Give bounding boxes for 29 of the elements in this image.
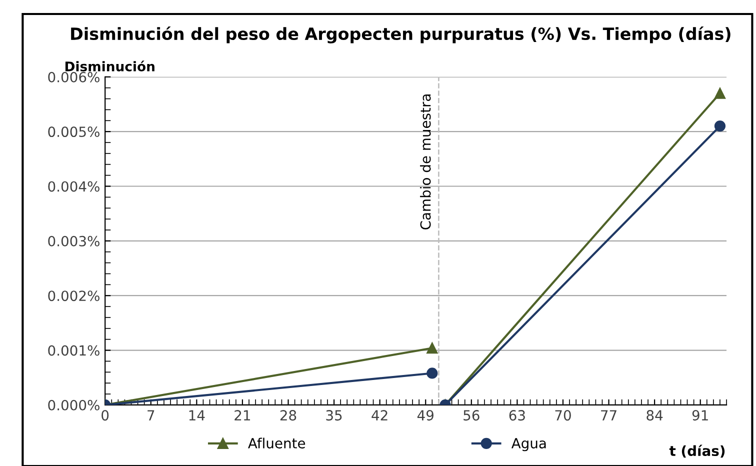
chart-title: Disminución del peso de Argopecten purpuratus (%) Vs. Tiempo (días) [71,26,730,44]
y-tick-label: 0.001% [48,345,100,356]
x-tick-label: 70 [555,410,571,421]
y-tick-label: 0.000% [48,400,100,410]
y-tick-label: 0.002% [48,290,100,302]
x-tick-label: 91 [692,410,708,421]
x-tick-label: 42 [372,410,388,420]
x-tick-label: 0 [102,410,109,421]
x-axis-title: t (días) [669,444,725,458]
y-axis-title: Disminución [65,60,154,72]
y-tick-label: 0.005% [48,126,100,138]
legend-label: Afluente [248,438,306,448]
y-tick-label: 0.006% [48,72,100,82]
x-tick-label: 77 [601,410,616,420]
point [714,120,726,132]
x-tick-label: 21 [234,410,250,420]
x-tick-label: 63 [509,410,525,421]
x-tick-label: 56 [464,410,480,421]
x-tick-label: 7 [148,410,154,420]
x-tick-label: 35 [326,410,342,421]
x-tick-label: 84 [646,410,663,421]
point [714,88,726,99]
x-tick-label: 49 [417,410,434,421]
legend-label: Agua [511,438,546,452]
ref-line-label: Cambio de muestra [420,94,431,230]
x-tick-label: 14 [189,410,205,420]
y-tick-label: 0.003% [48,236,100,246]
x-tick-label: 28 [280,410,296,421]
y-tick-label: 0.004% [48,181,100,192]
